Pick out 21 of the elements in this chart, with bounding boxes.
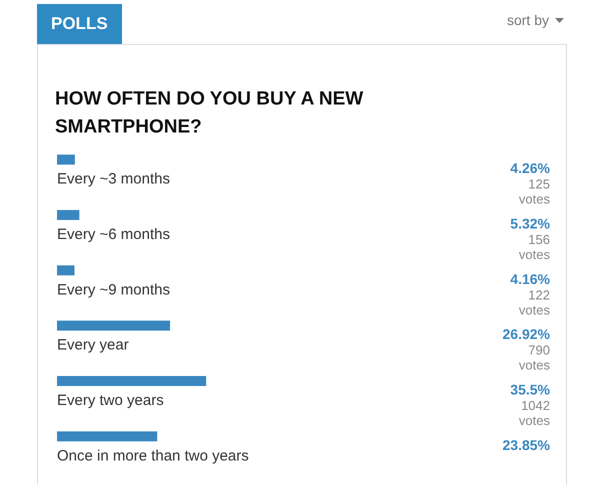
bar xyxy=(57,265,74,276)
bar xyxy=(57,210,80,220)
data-label: 23.85% xyxy=(502,436,551,453)
y-tick-label: Every two years xyxy=(57,392,164,409)
chart-title: HOW OFTEN DO YOU BUY A NEW SMARTPHONE? xyxy=(55,88,369,138)
data-label: 26.92% 790 votes xyxy=(502,326,551,373)
y-tick-label: Once in more than two years xyxy=(57,447,249,464)
y-tick-label: Every year xyxy=(57,336,129,354)
text: sort by xyxy=(506,12,549,28)
bar xyxy=(57,320,170,331)
bar xyxy=(57,376,206,386)
bar xyxy=(57,431,158,442)
chart-subtitle: POLLS xyxy=(37,4,122,44)
data-label: 35.5% 1042 votes xyxy=(510,382,551,428)
data-label: 4.26% 125 votes xyxy=(510,160,551,207)
y-tick-label: Every ~9 months xyxy=(57,281,170,298)
data-label: 4.16% 122 votes xyxy=(510,270,551,318)
y-tick-label: Every ~3 months xyxy=(57,170,170,188)
y-tick-label: Every ~6 months xyxy=(57,226,170,243)
data-label: 5.32% 156 votes xyxy=(510,216,551,262)
bar xyxy=(57,154,75,165)
